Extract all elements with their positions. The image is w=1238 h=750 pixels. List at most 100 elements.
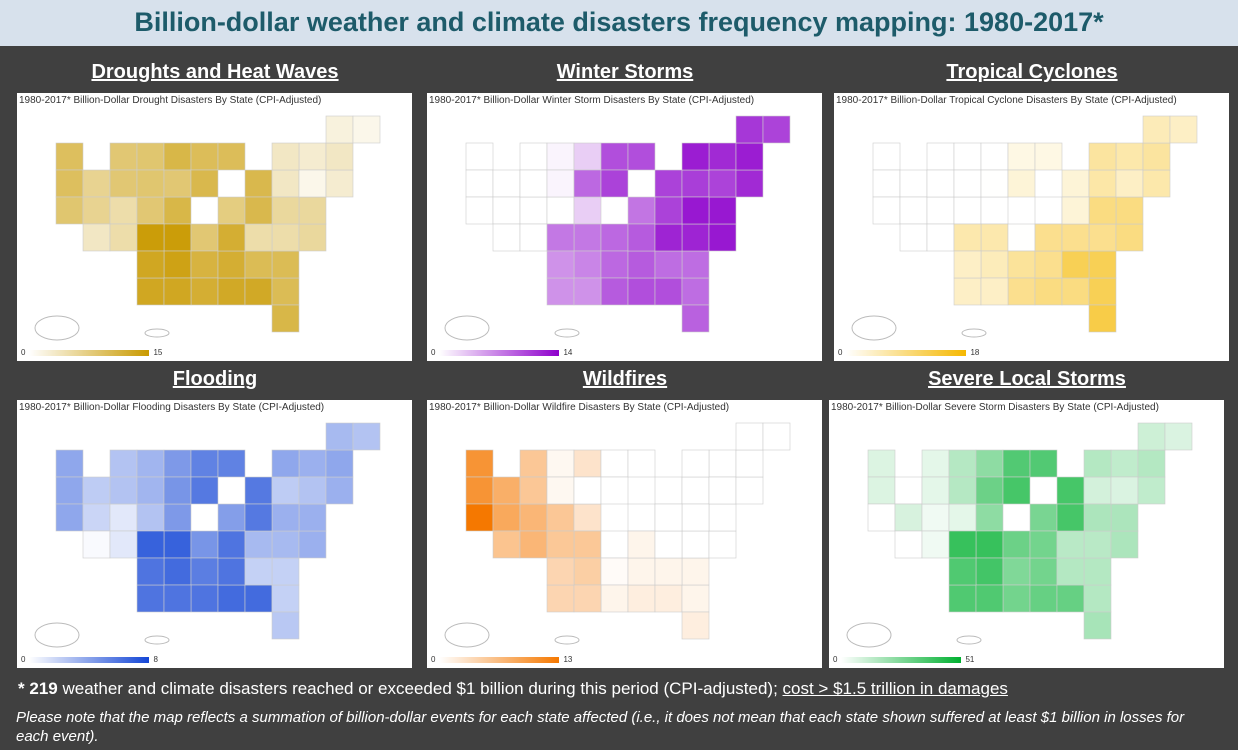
state-tn xyxy=(627,557,656,586)
state-ia xyxy=(573,476,602,505)
state-in xyxy=(217,503,246,532)
state-fl xyxy=(271,611,300,640)
state-oh xyxy=(1061,196,1090,225)
state-wy xyxy=(519,169,548,198)
state-ar xyxy=(1007,250,1036,279)
state-mn xyxy=(980,142,1009,171)
state-fl xyxy=(271,304,300,333)
state-tx xyxy=(948,557,977,586)
legend-gradient xyxy=(439,349,560,356)
state-ma xyxy=(325,449,354,478)
state-md xyxy=(298,530,327,559)
state-ct xyxy=(708,169,737,198)
state-nj xyxy=(1083,503,1112,532)
section-title: Droughts and Heat Waves xyxy=(91,61,339,83)
state-ks xyxy=(975,530,1004,559)
state-oh xyxy=(654,503,683,532)
state-ks xyxy=(573,223,602,252)
legend: 0 51 xyxy=(833,655,974,664)
state-sd xyxy=(136,169,165,198)
map-caption: 1980-2017* Billion-Dollar Wildfire Disas… xyxy=(429,402,730,413)
state-hawaii xyxy=(554,635,580,645)
state-ri xyxy=(325,169,354,198)
footnote-summary: * 219 weather and climate disasters reac… xyxy=(18,679,1008,699)
map-panel: 1980-2017* Billion-Dollar Winter Storm D… xyxy=(427,93,822,361)
state-or xyxy=(872,169,901,198)
state-az xyxy=(899,223,928,252)
state-pa xyxy=(1088,169,1117,198)
state-de xyxy=(1115,196,1144,225)
state-ny xyxy=(1115,142,1144,171)
state-nv xyxy=(894,503,923,532)
state-nd xyxy=(953,142,982,171)
state-ga xyxy=(271,584,300,613)
state-tx xyxy=(980,277,1009,306)
state-tx xyxy=(136,250,165,279)
state-nm xyxy=(519,530,548,559)
state-nm xyxy=(921,530,950,559)
state-sc xyxy=(681,557,710,586)
legend-gradient xyxy=(846,349,967,356)
state-ny xyxy=(1110,449,1139,478)
state-tx xyxy=(573,277,602,306)
state-nc xyxy=(1061,250,1090,279)
state-wa xyxy=(465,449,494,478)
state-nm xyxy=(519,223,548,252)
map-caption: 1980-2017* Billion-Dollar Drought Disast… xyxy=(19,95,322,106)
state-de xyxy=(298,503,327,532)
state-sd xyxy=(948,476,977,505)
state-fl xyxy=(1083,611,1112,640)
state-ne xyxy=(573,196,602,225)
state-id xyxy=(899,169,928,198)
state-tx xyxy=(546,250,575,279)
state-ga xyxy=(1088,277,1117,306)
state-va xyxy=(681,530,710,559)
state-nj xyxy=(681,196,710,225)
choropleth-map xyxy=(851,115,1198,341)
state-oh xyxy=(244,196,273,225)
state-nh xyxy=(325,422,354,451)
state-me xyxy=(352,422,381,451)
state-tx xyxy=(546,277,575,306)
state-nv xyxy=(82,196,111,225)
state-co xyxy=(136,196,165,225)
state-ri xyxy=(325,476,354,505)
legend-max: 13 xyxy=(563,655,573,664)
legend-gradient xyxy=(439,656,560,663)
state-ny xyxy=(708,142,737,171)
state-ar xyxy=(190,250,219,279)
legend: 0 15 xyxy=(21,348,162,357)
state-nc xyxy=(654,557,683,586)
state-wv xyxy=(1056,530,1085,559)
state-nc xyxy=(244,250,273,279)
state-vt xyxy=(271,142,300,171)
state-mt xyxy=(926,142,955,171)
state-me xyxy=(762,115,791,144)
state-mi xyxy=(217,449,246,478)
state-co xyxy=(136,503,165,532)
choropleth-map xyxy=(34,115,381,341)
legend-gradient xyxy=(29,656,150,663)
state-ri xyxy=(1142,169,1171,198)
state-ne xyxy=(975,503,1004,532)
state-hawaii xyxy=(144,328,170,338)
choropleth-map xyxy=(444,115,791,341)
state-ga xyxy=(271,277,300,306)
disaster-count: 219 xyxy=(29,679,58,698)
choropleth-map xyxy=(34,422,381,648)
state-ut xyxy=(109,196,138,225)
cost-text: cost > $1.5 trillion in damages xyxy=(782,679,1008,698)
state-tx xyxy=(163,584,192,613)
state-tx xyxy=(546,557,575,586)
state-hawaii xyxy=(554,328,580,338)
map-caption: 1980-2017* Billion-Dollar Tropical Cyclo… xyxy=(836,95,1177,106)
state-ma xyxy=(325,142,354,171)
legend-gradient xyxy=(29,349,150,356)
state-al xyxy=(654,277,683,306)
state-mn xyxy=(975,449,1004,478)
state-ks xyxy=(163,530,192,559)
state-nd xyxy=(948,449,977,478)
state-ks xyxy=(163,223,192,252)
state-ms xyxy=(1029,584,1058,613)
